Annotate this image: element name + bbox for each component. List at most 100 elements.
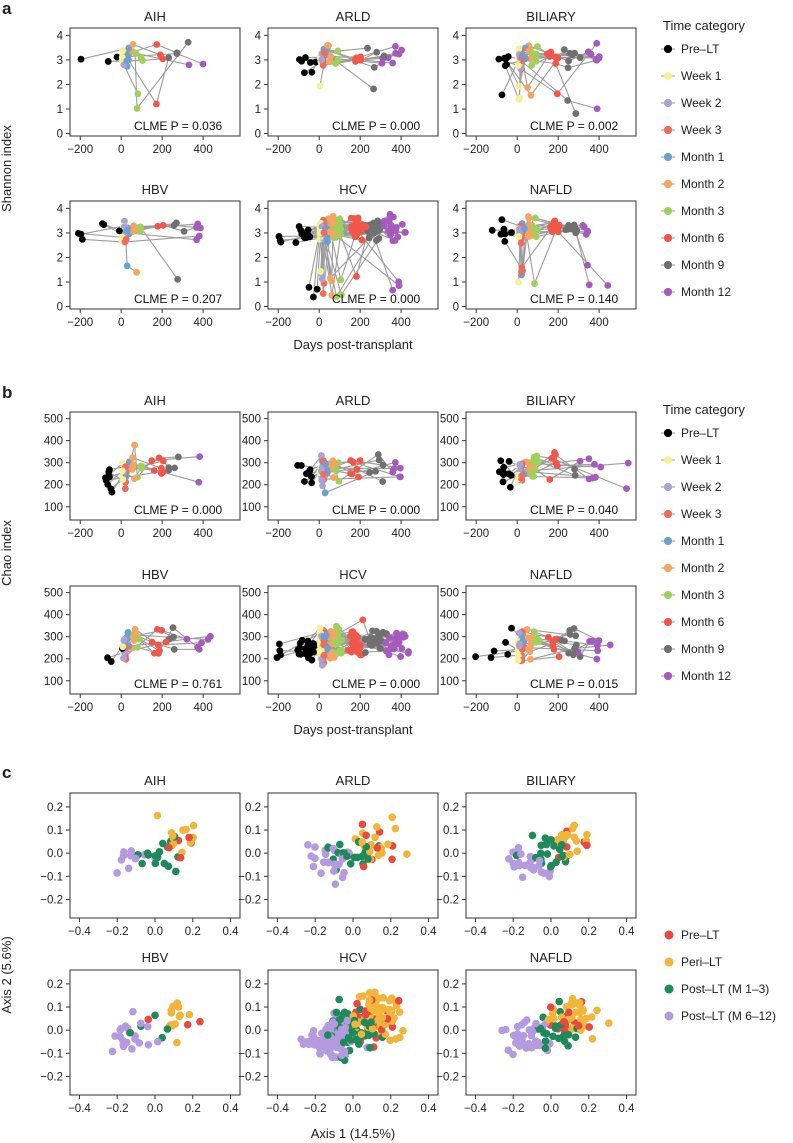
y-tick-label: 3	[57, 228, 63, 240]
y-tick-label: 0.0	[443, 1025, 459, 1037]
y-tick-label: 1	[453, 104, 459, 116]
x-tick-label: 200	[351, 144, 370, 156]
data-point	[388, 1023, 397, 1031]
x-tick-label: 400	[392, 317, 411, 329]
data-point	[554, 228, 562, 236]
facet-title: BILIARY	[526, 393, 576, 408]
data-point	[500, 471, 507, 478]
data-point	[516, 94, 523, 102]
y-tick-label: 200	[440, 654, 459, 666]
data-point	[568, 824, 577, 833]
data-point	[391, 43, 399, 50]
data-point	[565, 1008, 573, 1017]
data-point	[319, 482, 326, 490]
data-point	[392, 49, 399, 57]
data-point	[391, 458, 399, 466]
data-point	[136, 635, 143, 643]
clme-annotation: CLME P = 0.015	[530, 677, 618, 691]
y-tick-label: 500	[242, 588, 261, 600]
connector-line	[80, 225, 124, 235]
data-point	[589, 474, 597, 482]
data-point	[159, 221, 167, 229]
data-point	[170, 221, 178, 229]
data-point	[518, 472, 526, 480]
data-point	[153, 625, 161, 633]
data-point	[395, 1033, 404, 1042]
data-point	[514, 656, 522, 664]
data-point	[301, 478, 308, 485]
y-tick-label: 100	[44, 676, 63, 688]
connector-line	[134, 444, 139, 478]
y-tick-label: −0.1	[40, 871, 63, 883]
data-point	[551, 1022, 560, 1030]
data-point	[356, 1005, 365, 1014]
connector-line	[527, 471, 596, 478]
data-point	[323, 1047, 331, 1055]
connector-line	[155, 57, 170, 105]
data-point	[335, 995, 343, 1004]
data-point	[566, 627, 574, 634]
data-point	[505, 458, 513, 465]
y-tick-label: 0	[453, 129, 459, 141]
data-point	[308, 479, 316, 487]
x-tick-label: 400	[590, 144, 609, 156]
legend-label: Week 1	[681, 453, 722, 467]
data-point	[604, 282, 612, 289]
y-tick-label: 2	[453, 79, 459, 91]
data-point	[567, 999, 576, 1008]
connector-line	[564, 640, 598, 646]
connector-line	[340, 238, 380, 296]
data-point	[555, 221, 563, 229]
x-tick-label: 0.0	[543, 1103, 559, 1115]
data-point	[353, 853, 362, 862]
data-point	[495, 55, 503, 63]
legend-swatch-dot	[664, 564, 672, 572]
data-point	[588, 1035, 597, 1043]
data-point	[396, 464, 404, 472]
y-tick-label: 3	[57, 55, 63, 67]
data-point	[337, 1025, 346, 1034]
y-tick-label: 500	[44, 414, 63, 426]
data-point	[515, 45, 523, 53]
data-point	[497, 457, 505, 465]
data-point	[275, 233, 283, 240]
data-point	[183, 1020, 192, 1029]
data-point	[339, 1038, 348, 1047]
y-tick-label: 2	[453, 252, 459, 264]
data-point	[333, 1034, 341, 1043]
y-axis-label: Chao index	[0, 520, 14, 586]
data-point	[355, 222, 363, 229]
data-point	[509, 859, 517, 868]
data-point	[380, 222, 388, 230]
facet-title: AIH	[144, 9, 166, 24]
legend-label: Peri–LT	[681, 955, 723, 969]
y-tick-label: 2	[57, 252, 63, 264]
x-tick-label: 0.2	[185, 1103, 201, 1115]
x-tick-label: 200	[549, 144, 568, 156]
data-point	[320, 229, 328, 237]
data-point	[296, 644, 304, 652]
data-point	[530, 224, 538, 232]
data-point	[531, 214, 539, 222]
data-point	[351, 1035, 360, 1044]
data-point	[185, 1010, 194, 1019]
data-point	[184, 38, 192, 46]
x-tick-label: 400	[590, 528, 609, 540]
data-point	[375, 456, 383, 464]
data-point	[535, 638, 543, 645]
data-point	[375, 226, 382, 234]
x-tick-label: −0.2	[106, 1103, 129, 1115]
data-point	[558, 636, 566, 644]
data-point	[107, 658, 115, 665]
legend-label: Pre–LT	[681, 42, 720, 56]
data-points	[273, 616, 412, 669]
data-point	[518, 873, 527, 882]
y-axis-label: Axis 2 (5.6%)	[0, 936, 14, 1013]
legend-swatch-dot	[664, 429, 672, 437]
clme-annotation: CLME P = 0.000	[332, 503, 420, 517]
data-point	[316, 1049, 324, 1057]
legend-label: Month 1	[681, 150, 725, 164]
facet-plot-area	[69, 200, 241, 310]
x-tick-label: 0.0	[147, 926, 163, 938]
legend-swatch-dot	[664, 99, 672, 107]
